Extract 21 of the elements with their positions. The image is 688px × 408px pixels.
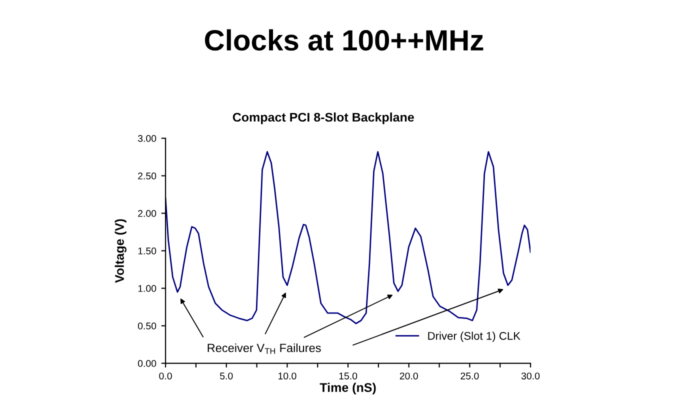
- chart-subtitle: Compact PCI 8-Slot Backplane: [232, 112, 414, 124]
- x-tick-label: 10.0: [278, 372, 296, 380]
- chart-title: Clocks at 100++MHz: [204, 29, 484, 51]
- x-axis-title: Time (nS): [320, 382, 376, 394]
- x-tick-label: 0.0: [159, 372, 172, 380]
- annotation: Receiver V$_{TH}$ Failures: [208, 343, 321, 354]
- x-tick-label: 5.0: [220, 372, 233, 380]
- legend-label: Driver (Slot 1) CLK: [428, 332, 520, 342]
- y-axis-title: Voltage (V): [114, 219, 126, 283]
- y-tick-label: 0.50: [138, 322, 156, 330]
- y-tick-label: 2.00: [138, 210, 156, 217]
- x-tick-label: 15.0: [339, 372, 358, 380]
- line-series: [166, 151, 531, 324]
- x-tick-label: 25.0: [460, 372, 479, 380]
- y-tick-label: 3.00: [138, 135, 156, 142]
- y-tick-label: 1.00: [138, 285, 156, 292]
- y-tick-label: 2.50: [138, 172, 156, 180]
- x-tick-label: 30.0: [521, 372, 540, 380]
- x-tick-label: 20.0: [400, 372, 418, 380]
- y-tick-label: 0.00: [138, 360, 156, 367]
- y-tick-label: 1.50: [138, 248, 156, 254]
